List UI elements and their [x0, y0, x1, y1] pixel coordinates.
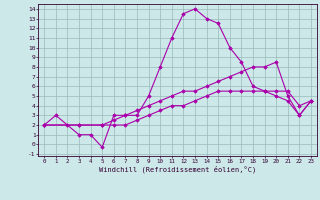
X-axis label: Windchill (Refroidissement éolien,°C): Windchill (Refroidissement éolien,°C) — [99, 165, 256, 173]
